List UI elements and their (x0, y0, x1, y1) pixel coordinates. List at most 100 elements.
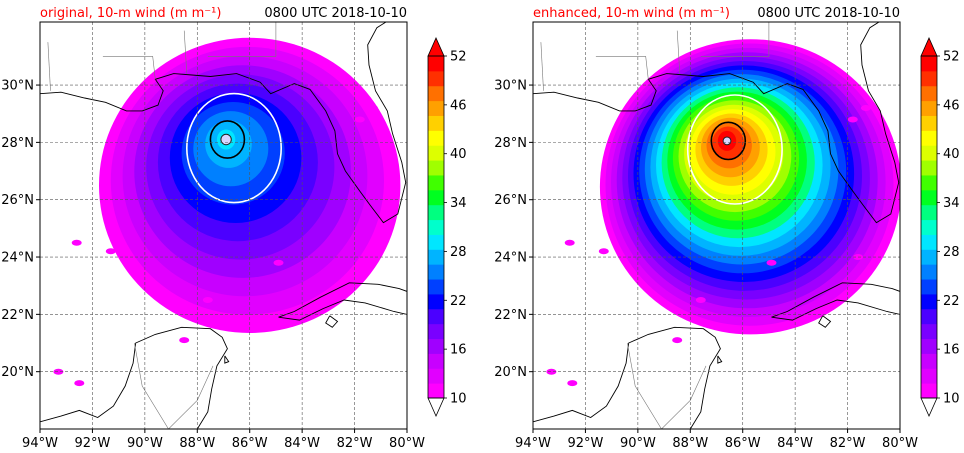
colorbar-swatch (428, 383, 444, 399)
colorbar-swatch (428, 70, 444, 87)
y-tick-label: 20°N (494, 365, 527, 380)
y-tick-label: 24°N (1, 251, 34, 266)
coastline (771, 282, 900, 318)
wind-patch (695, 297, 706, 303)
colorbar-swatch (921, 279, 937, 295)
coastline (325, 315, 339, 328)
panel-title-left: original, 10-m wind (m m⁻¹) (40, 6, 221, 21)
colorbar-tick-label: 22 (943, 294, 960, 309)
border-line (183, 30, 188, 74)
colorbar: 52 46 40 34 28 22 16 10 (427, 37, 467, 417)
border-line (540, 42, 544, 91)
wind-patch (546, 368, 557, 375)
colorbar-frame (920, 55, 938, 399)
colorbar-swatch (921, 100, 937, 116)
border-line (134, 342, 169, 429)
panel-title-left: enhanced, 10-m wind (m m⁻¹) (533, 6, 730, 21)
coastline (717, 355, 723, 364)
colorbar-tick-label: 34 (450, 196, 467, 211)
colorbar-swatch (921, 383, 937, 399)
coastline (771, 299, 900, 321)
wind-patch (179, 337, 190, 344)
x-tick-label: 94°W (22, 436, 58, 451)
x-tick-label: 90°W (620, 436, 656, 451)
colorbar-swatch (921, 338, 937, 354)
x-axis: 94°W 92°W 90°W 88°W 86°W 84°W 82°W 80°W (22, 429, 425, 451)
colorbar-tick-label: 10 (943, 392, 960, 407)
colorbar-swatch (921, 323, 937, 340)
colorbar-swatch (921, 56, 937, 72)
y-tick-label: 30°N (1, 79, 34, 94)
y-tick-label: 28°N (494, 136, 527, 151)
border-line (676, 30, 681, 74)
wind-patch (71, 239, 82, 246)
colorbar-swatch (428, 234, 444, 250)
colorbar-swatch (428, 368, 444, 384)
colorbar-swatch (428, 293, 444, 310)
x-tick-label: 88°W (672, 436, 708, 451)
plot-frame (532, 21, 901, 430)
colorbar-swatch (921, 145, 937, 161)
x-tick-label: 84°W (284, 436, 320, 451)
colorbar-swatch (428, 323, 444, 340)
border-line (168, 365, 214, 429)
x-tick-label: 86°W (725, 436, 761, 451)
coastlines (533, 22, 900, 429)
x-tick-label: 86°W (232, 436, 268, 451)
colorbar-swatch (921, 308, 937, 325)
colorbar-tick-label: 40 (450, 147, 467, 162)
y-tick-label: 20°N (1, 365, 34, 380)
colorbar-swatch (921, 130, 937, 146)
contour-white (686, 94, 783, 205)
colorbar-swatch (428, 189, 444, 206)
x-tick-label: 84°W (777, 436, 813, 451)
colorbar-swatch (921, 249, 937, 265)
gridlines (533, 22, 900, 429)
gridlines (40, 22, 407, 429)
colorbar-swatch (921, 368, 937, 384)
contour-black (209, 120, 246, 159)
hurricane-eye (722, 136, 732, 146)
coastline (278, 299, 407, 321)
y-axis: 20°N 22°N 24°N 26°N 28°N 30°N (1, 79, 40, 380)
colorbar-swatch (921, 85, 937, 102)
coastline (40, 326, 228, 429)
colorbar-swatch (921, 70, 937, 87)
wind-patch (766, 259, 777, 266)
wind-patch (105, 248, 116, 255)
y-tick-label: 28°N (1, 136, 34, 151)
border-line (207, 22, 277, 57)
wind-field (53, 37, 401, 387)
colorbar-tick-label: 10 (450, 392, 467, 407)
colorbar-swatch (428, 160, 444, 176)
colorbar-swatch (921, 264, 937, 280)
colorbar-extend-max (920, 37, 938, 57)
colorbar-swatch (428, 115, 444, 131)
colorbar: 52 46 40 34 28 22 16 10 (920, 37, 960, 417)
wind-patch (672, 337, 683, 344)
wind-patch (354, 116, 365, 123)
colorbar-tick-label: 52 (943, 50, 960, 65)
colorbar-swatch (428, 353, 444, 369)
y-tick-label: 26°N (494, 193, 527, 208)
y-tick-label: 24°N (494, 251, 527, 266)
x-tick-label: 82°W (830, 436, 866, 451)
colorbar-swatch (428, 100, 444, 116)
colorbar-swatch (428, 204, 444, 221)
wind-patch (367, 105, 378, 111)
colorbar-swatch (921, 160, 937, 176)
colorbar-swatch (428, 308, 444, 325)
hurricane-eye (220, 133, 232, 146)
colorbar-swatch (921, 234, 937, 250)
colorbar-swatch (428, 174, 444, 191)
x-tick-label: 88°W (179, 436, 215, 451)
colorbar-swatch (428, 338, 444, 354)
y-tick-label: 26°N (1, 193, 34, 208)
border-line (595, 56, 649, 80)
wind-patch (847, 116, 858, 123)
border-line (661, 365, 707, 429)
colorbar-tick-label: 16 (450, 343, 467, 358)
border-line (700, 22, 770, 57)
colorbar-swatch (428, 249, 444, 265)
